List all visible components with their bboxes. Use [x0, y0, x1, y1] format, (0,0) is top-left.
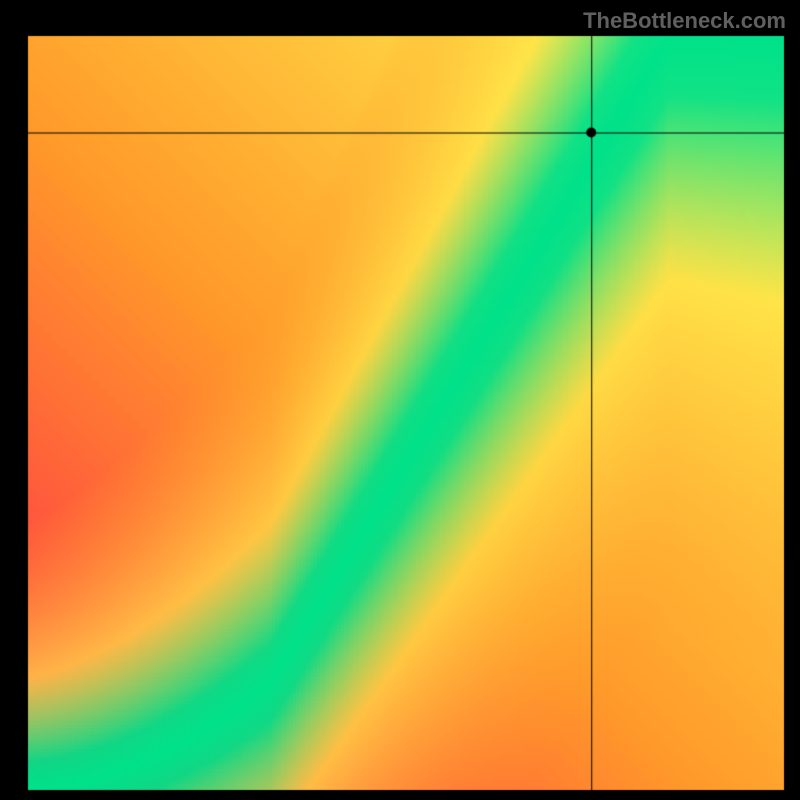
bottleneck-heatmap: [0, 0, 800, 800]
watermark-text: TheBottleneck.com: [583, 8, 786, 34]
chart-container: { "watermark": { "text": "TheBottleneck.…: [0, 0, 800, 800]
